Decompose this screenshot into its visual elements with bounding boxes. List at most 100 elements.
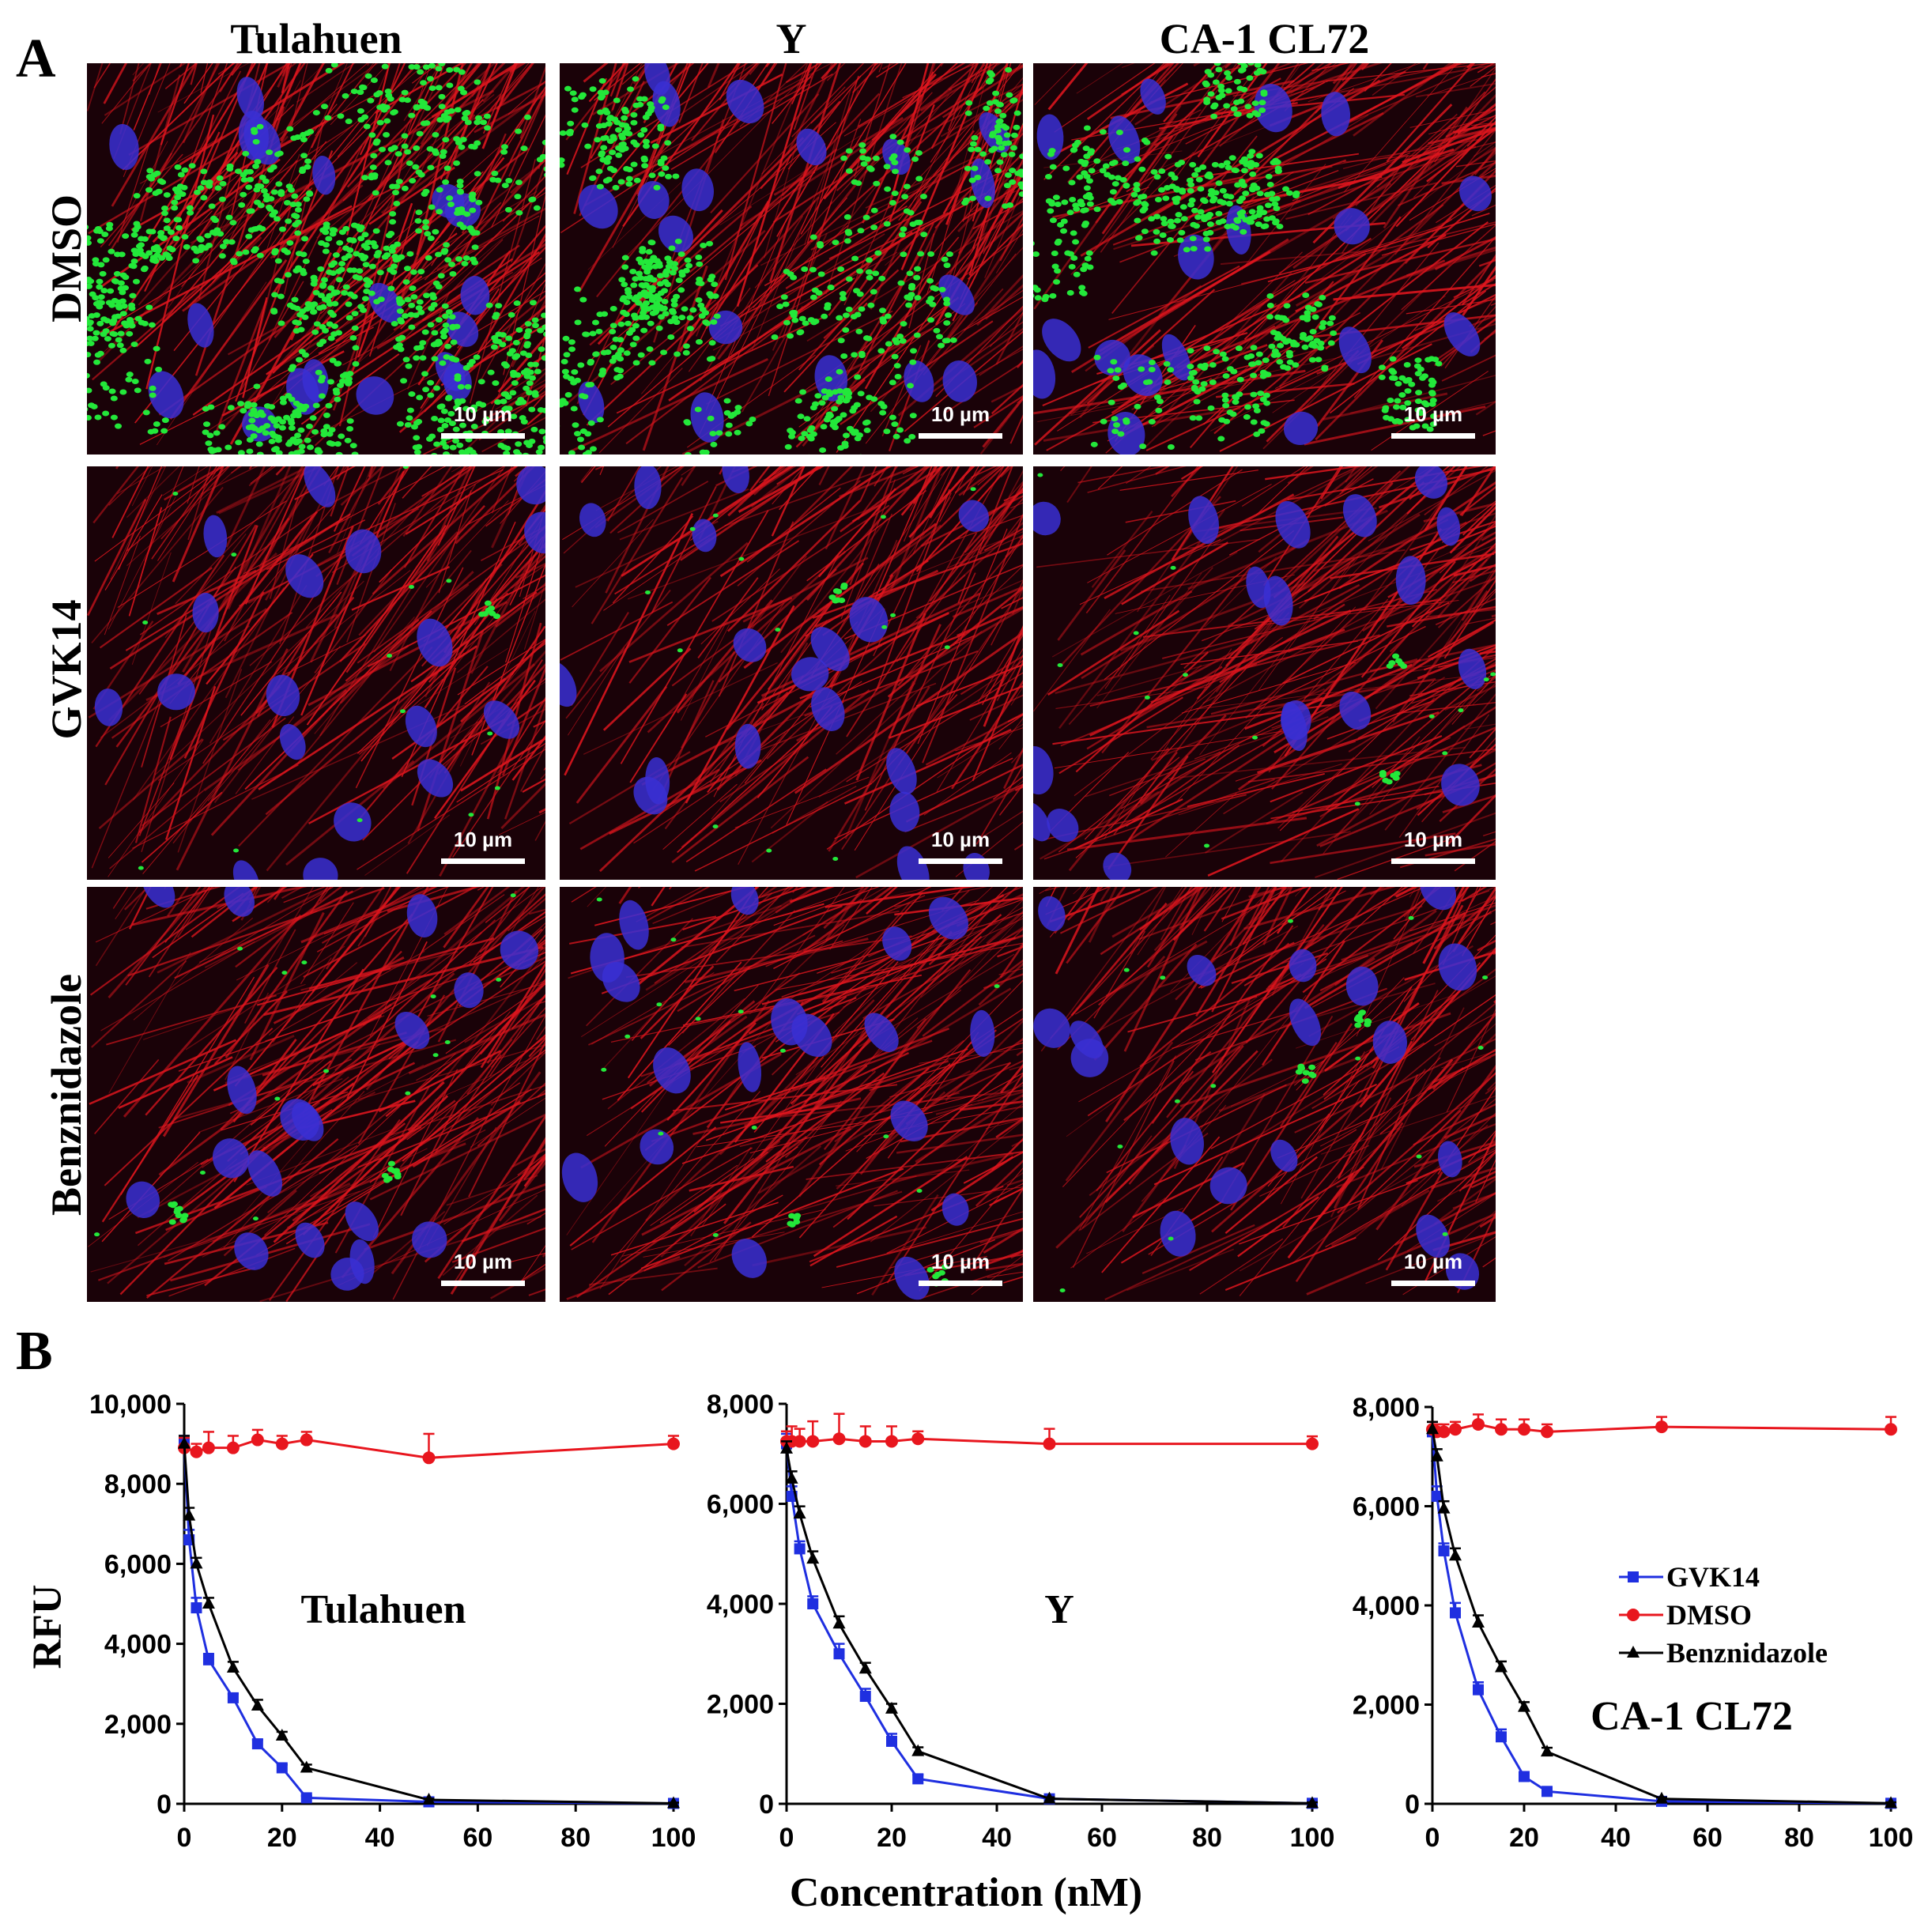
data-point-gvk14 [1473, 1684, 1484, 1696]
data-point-benznidazole [1541, 1745, 1553, 1757]
series-line-gvk14 [785, 1443, 1313, 1805]
x-axis-title: Concentration (nM) [789, 1870, 1143, 1915]
data-point-gvk14 [1438, 1545, 1450, 1556]
series-line-benznidazole [1431, 1428, 1892, 1805]
y-tick-label: 2,000 [707, 1690, 774, 1720]
scale-bar-label: 10 µm [453, 1250, 513, 1273]
column-header-y: Y [775, 15, 807, 62]
data-point-benznidazole [911, 1744, 925, 1756]
data-point-dmso [202, 1441, 215, 1454]
data-point-gvk14 [276, 1762, 288, 1774]
micrograph-dmso-tulahuen: 10 µm [87, 63, 545, 455]
data-point-benznidazole [858, 1662, 872, 1674]
micrograph-benznidazole-y: 10 µm [560, 887, 1023, 1302]
scale-bar-line [919, 858, 1002, 864]
scale-bar-label: 10 µm [1403, 828, 1463, 851]
data-point-dmso [1655, 1420, 1668, 1434]
scale-bar-label: 10 µm [930, 402, 991, 426]
x-tick-label: 0 [177, 1823, 192, 1853]
data-point-dmso [911, 1432, 925, 1446]
scale-bar-line [1391, 433, 1475, 439]
data-point-benznidazole [806, 1552, 820, 1564]
data-point-benznidazole [1655, 1791, 1668, 1804]
scale-bar: 10 µm [440, 1250, 526, 1289]
legend-marker-benznidazole [1627, 1646, 1640, 1658]
x-tick-label: 60 [462, 1823, 492, 1853]
y-tick-label: 8,000 [707, 1390, 774, 1420]
data-point-benznidazole [780, 1441, 793, 1454]
series-line-benznidazole [785, 1448, 1313, 1805]
data-point-dmso [1437, 1425, 1451, 1439]
scale-bar: 10 µm [917, 828, 1004, 867]
data-point-benznidazole [251, 1699, 264, 1711]
scale-bar-line [919, 1281, 1002, 1286]
data-point-benznidazole [202, 1597, 215, 1609]
data-point-gvk14 [1496, 1731, 1507, 1743]
legend-marker-gvk14 [1628, 1571, 1639, 1582]
scale-bar-line [919, 433, 1002, 439]
x-tick-label: 60 [1087, 1823, 1117, 1853]
x-tick-label: 0 [779, 1823, 794, 1853]
x-tick-label: 20 [267, 1823, 297, 1853]
micrograph-benznidazole-ca1-cl72: 10 µm [1033, 887, 1496, 1302]
data-point-gvk14 [1519, 1771, 1530, 1782]
scale-bar-line [441, 858, 525, 864]
data-point-dmso [226, 1441, 240, 1454]
data-point-gvk14 [859, 1691, 871, 1703]
x-tick-label: 80 [1192, 1823, 1222, 1853]
scale-bar: 10 µm [440, 828, 526, 867]
data-point-dmso [667, 1437, 680, 1450]
scale-bar-line [441, 1281, 525, 1286]
y-axis-title: RFU [25, 1584, 70, 1669]
micrograph-gvk14-y: 10 µm [560, 466, 1023, 880]
chart-tulahuen: 0 2,000 4,000 6,000 8,000 10,000 0 20 40 60 80 100 T… [0, 1360, 1932, 1920]
data-point-dmso [1541, 1425, 1553, 1439]
data-point-gvk14 [300, 1792, 312, 1804]
data-point-dmso [1495, 1423, 1507, 1436]
y-tick-label: 0 [1405, 1790, 1420, 1820]
scale-bar-label: 10 µm [1403, 402, 1463, 426]
micrograph-gvk14-ca1-cl72: 10 µm [1033, 466, 1496, 880]
data-point-benznidazole [226, 1660, 240, 1673]
x-tick-label: 0 [1425, 1823, 1440, 1853]
y-tick-label: 0 [157, 1790, 172, 1820]
data-point-gvk14 [912, 1773, 924, 1785]
legend-marker-dmso [1627, 1609, 1640, 1621]
column-header-tulahuen: Tulahuen [230, 15, 402, 62]
data-point-gvk14 [1450, 1607, 1461, 1619]
scale-bar-line [441, 433, 525, 439]
data-point-gvk14 [251, 1738, 263, 1750]
scale-bar-label: 10 µm [1403, 1250, 1463, 1273]
x-tick-label: 20 [877, 1823, 907, 1853]
data-point-gvk14 [227, 1692, 239, 1703]
y-tick-label: 8,000 [104, 1469, 172, 1499]
scale-bar-line [1391, 1281, 1475, 1286]
data-point-benznidazole [1430, 1449, 1443, 1462]
data-point-dmso [1449, 1423, 1462, 1436]
data-point-gvk14 [1431, 1490, 1443, 1502]
data-point-dmso [422, 1451, 436, 1465]
data-point-gvk14 [794, 1543, 806, 1555]
data-point-benznidazole [793, 1507, 806, 1519]
scale-bar-label: 10 µm [453, 402, 513, 426]
micrograph-dmso-ca1-cl72: 10 µm [1033, 63, 1496, 455]
x-tick-label: 60 [1692, 1823, 1723, 1853]
y-tick-label: 2,000 [1353, 1691, 1420, 1721]
series-line-benznidazole [183, 1443, 674, 1805]
data-point-dmso [1885, 1423, 1897, 1436]
data-point-dmso [251, 1433, 264, 1447]
data-point-gvk14 [886, 1735, 897, 1747]
column-header-ca1-cl72: CA-1 CL72 [1159, 15, 1370, 62]
data-point-benznidazole [1472, 1615, 1485, 1628]
data-point-benznidazole [300, 1760, 313, 1773]
row-header-dmso: DMSO [43, 194, 90, 323]
y-tick-label: 2,000 [104, 1710, 172, 1740]
micrograph-benznidazole-tulahuen: 10 µm [87, 887, 545, 1302]
y-tick-label: 8,000 [1353, 1393, 1420, 1423]
y-tick-label: 6,000 [707, 1490, 774, 1520]
x-tick-label: 80 [1784, 1823, 1814, 1853]
y-tick-label: 4,000 [707, 1590, 774, 1620]
data-point-benznidazole [183, 1508, 196, 1521]
panel-a-letter: A [16, 28, 56, 89]
legend-label: Benznidazole [1666, 1637, 1828, 1669]
